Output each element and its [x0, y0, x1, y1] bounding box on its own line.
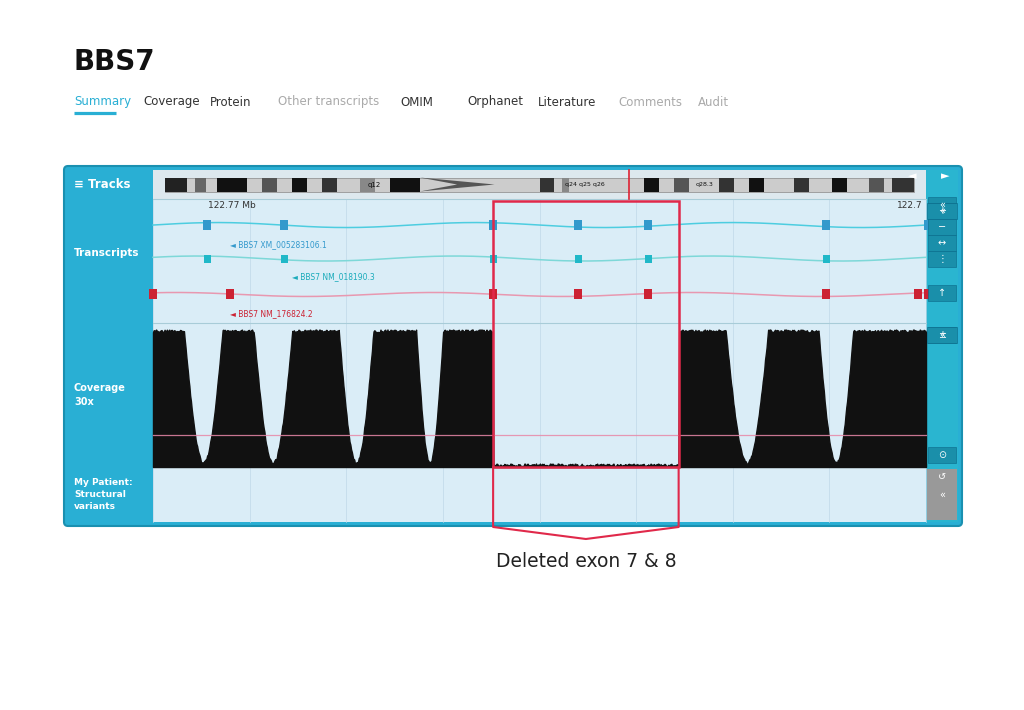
Bar [795, 178, 809, 192]
Bar [645, 254, 651, 263]
FancyBboxPatch shape [63, 166, 962, 526]
Bar [203, 220, 211, 230]
Bar [928, 285, 956, 301]
Bar [927, 203, 957, 219]
Text: ≡ Tracks: ≡ Tracks [74, 178, 130, 191]
Text: q24 q25 q26: q24 q25 q26 [564, 182, 604, 187]
Bar [226, 290, 234, 300]
Text: −: − [938, 222, 946, 232]
Text: ↺: ↺ [938, 472, 946, 482]
Bar [359, 178, 375, 192]
Text: «: « [939, 330, 945, 340]
Text: q28.3: q28.3 [695, 182, 714, 187]
Text: Deleted exon 7 & 8: Deleted exon 7 & 8 [496, 552, 676, 571]
Bar [719, 178, 734, 192]
Bar [494, 201, 679, 467]
Text: BBS7: BBS7 [74, 48, 156, 76]
Polygon shape [420, 178, 495, 192]
Bar [914, 290, 923, 300]
Bar [928, 447, 956, 463]
Bar [928, 219, 956, 235]
Bar [153, 199, 926, 323]
Bar [574, 220, 583, 230]
Text: OMIM: OMIM [400, 96, 433, 109]
Bar [282, 254, 289, 263]
Bar [490, 254, 497, 263]
Text: Comments: Comments [618, 96, 682, 109]
Bar [644, 220, 651, 230]
Text: «: « [939, 200, 945, 210]
Bar [928, 469, 956, 485]
Text: ◄: ◄ [907, 171, 916, 181]
Bar [323, 178, 337, 192]
Text: Orphanet: Orphanet [467, 96, 523, 109]
Text: ►: ► [941, 171, 949, 181]
Text: ↔: ↔ [938, 238, 946, 248]
Text: ↑: ↑ [938, 288, 946, 298]
Text: ◄ BBS7 NM_176824.2: ◄ BBS7 NM_176824.2 [230, 310, 313, 319]
Bar [892, 178, 914, 192]
Text: Audit: Audit [698, 96, 729, 109]
Bar [927, 327, 957, 343]
Text: ⊙: ⊙ [938, 450, 946, 460]
Bar [540, 178, 554, 192]
Text: Literature: Literature [538, 96, 596, 109]
Bar [204, 254, 211, 263]
Bar [165, 178, 914, 192]
Bar [292, 178, 307, 192]
Bar [390, 178, 420, 192]
Text: Protein: Protein [210, 96, 252, 109]
Bar [165, 178, 187, 192]
Bar [928, 251, 956, 267]
Bar [644, 290, 651, 300]
Bar [822, 254, 829, 263]
Text: My Patient:
Structural
variants: My Patient: Structural variants [74, 479, 133, 510]
Text: Transcripts: Transcripts [74, 248, 139, 258]
Bar [928, 235, 956, 251]
Text: «: « [939, 206, 945, 216]
Bar [928, 327, 956, 343]
Bar [562, 178, 569, 192]
Bar [68, 170, 153, 522]
Text: q12: q12 [368, 182, 381, 187]
Text: ±: ± [938, 330, 946, 340]
Text: +: + [938, 206, 946, 216]
Text: Coverage
30x: Coverage 30x [74, 383, 126, 407]
Bar [927, 469, 957, 520]
Bar [489, 220, 497, 230]
Text: 122.7: 122.7 [897, 201, 923, 210]
Bar [928, 203, 956, 219]
Bar [821, 290, 829, 300]
Bar [926, 170, 958, 522]
Bar [869, 178, 884, 192]
Text: Summary: Summary [74, 96, 131, 109]
Text: ◄ BBS7 XM_005283106.1: ◄ BBS7 XM_005283106.1 [230, 240, 327, 249]
Bar [928, 197, 956, 213]
Bar [195, 178, 206, 192]
Bar [489, 290, 497, 300]
Bar [153, 323, 926, 467]
Bar [574, 290, 583, 300]
Bar [750, 178, 764, 192]
Bar [821, 220, 829, 230]
Text: «: « [939, 489, 945, 500]
Bar [281, 220, 289, 230]
Text: 122.77 Mb: 122.77 Mb [208, 201, 256, 210]
Bar [217, 178, 248, 192]
Text: ⋮: ⋮ [937, 254, 947, 264]
Bar [644, 178, 659, 192]
Bar [262, 178, 278, 192]
Bar [153, 467, 926, 522]
Bar [575, 254, 583, 263]
Bar [675, 178, 689, 192]
Bar [831, 178, 847, 192]
Text: Coverage: Coverage [143, 96, 200, 109]
Text: ◄ BBS7 NM_018190.3: ◄ BBS7 NM_018190.3 [292, 273, 375, 282]
Bar [924, 290, 933, 300]
Text: Other transcripts: Other transcripts [278, 96, 379, 109]
Bar [150, 290, 157, 300]
Bar [924, 220, 933, 230]
Bar [153, 170, 926, 199]
